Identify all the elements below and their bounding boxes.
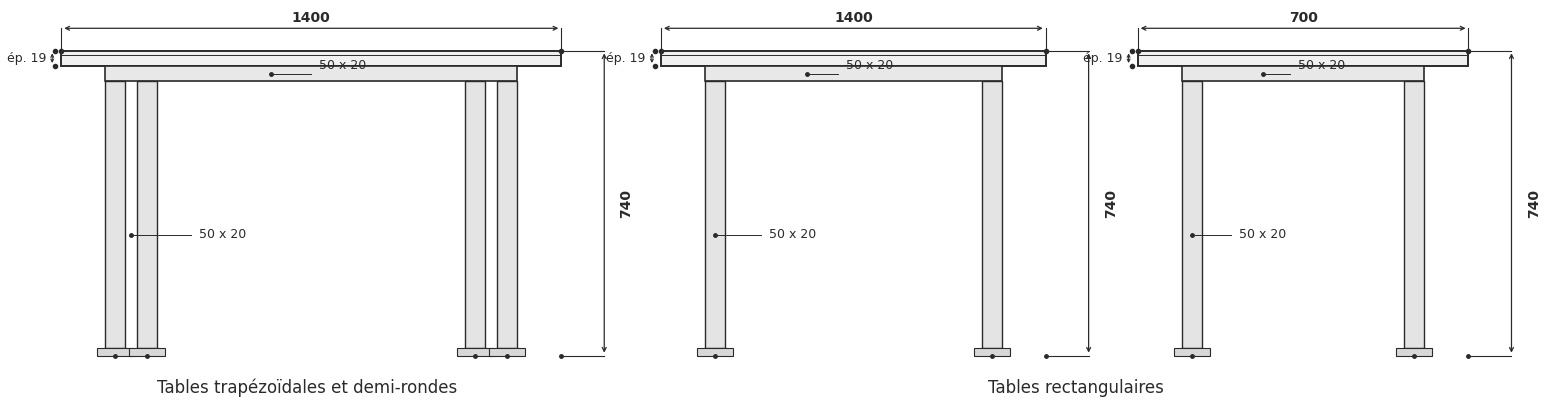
Text: 50 x 20: 50 x 20: [199, 228, 247, 241]
Bar: [129, 348, 165, 356]
Text: ép. 19: ép. 19: [1082, 52, 1123, 65]
Bar: [1174, 348, 1210, 356]
Bar: [981, 81, 1002, 348]
Bar: [489, 348, 525, 356]
Text: 50 x 20: 50 x 20: [769, 228, 817, 241]
Bar: [106, 66, 517, 81]
Bar: [466, 81, 485, 348]
Bar: [497, 81, 517, 348]
Bar: [457, 348, 494, 356]
Text: 1400: 1400: [292, 11, 331, 25]
Text: 1400: 1400: [834, 11, 873, 25]
Bar: [1182, 81, 1202, 348]
Bar: [106, 81, 126, 348]
Text: 740: 740: [620, 189, 634, 217]
Bar: [1138, 50, 1469, 66]
Text: 50 x 20: 50 x 20: [318, 59, 367, 72]
Bar: [1396, 348, 1432, 356]
Bar: [137, 81, 157, 348]
Text: Tables rectangulaires: Tables rectangulaires: [988, 379, 1165, 397]
Bar: [98, 348, 134, 356]
Text: 740: 740: [1527, 189, 1541, 217]
Text: 50 x 20: 50 x 20: [1239, 228, 1286, 241]
Text: 700: 700: [1289, 11, 1317, 25]
Bar: [705, 81, 725, 348]
Text: ép. 19: ép. 19: [606, 52, 646, 65]
Bar: [662, 50, 1045, 66]
Text: 50 x 20: 50 x 20: [1298, 59, 1345, 72]
Bar: [62, 50, 561, 66]
Bar: [974, 348, 1009, 356]
Bar: [1404, 81, 1424, 348]
Bar: [705, 66, 1002, 81]
Bar: [697, 348, 733, 356]
Text: 50 x 20: 50 x 20: [846, 59, 893, 72]
Text: ép. 19: ép. 19: [6, 52, 47, 65]
Bar: [1182, 66, 1424, 81]
Text: 740: 740: [1104, 189, 1118, 217]
Text: Tables trapézoïdales et demi-rondes: Tables trapézoïdales et demi-rondes: [157, 379, 458, 397]
